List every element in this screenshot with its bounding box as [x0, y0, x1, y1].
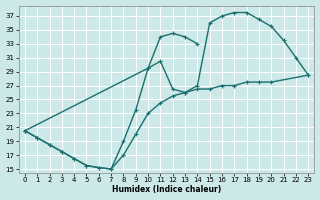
X-axis label: Humidex (Indice chaleur): Humidex (Indice chaleur): [112, 185, 221, 194]
